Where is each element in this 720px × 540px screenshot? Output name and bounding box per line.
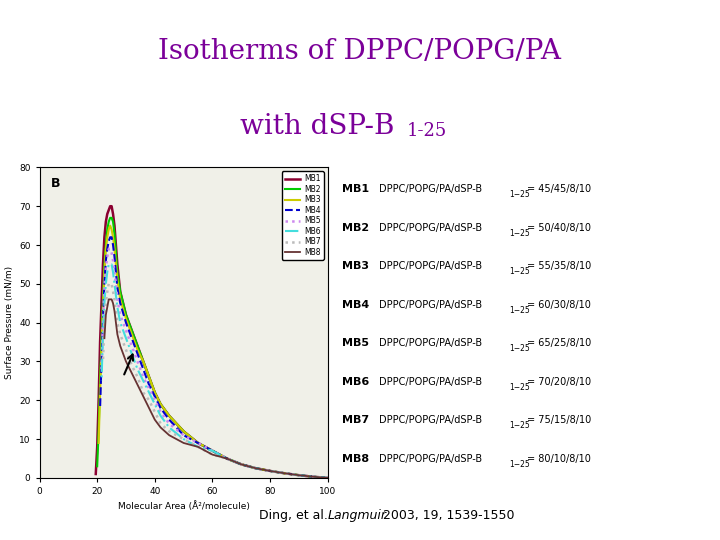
- Text: Langmuir: Langmuir: [328, 509, 387, 522]
- Text: DPPC/POPG/PA/dSP-B: DPPC/POPG/PA/dSP-B: [379, 223, 482, 233]
- Text: DPPC/POPG/PA/dSP-B: DPPC/POPG/PA/dSP-B: [379, 377, 482, 387]
- Text: DPPC/POPG/PA/dSP-B: DPPC/POPG/PA/dSP-B: [379, 184, 482, 194]
- Text: 1−25: 1−25: [509, 421, 530, 430]
- Text: DPPC/POPG/PA/dSP-B: DPPC/POPG/PA/dSP-B: [379, 261, 482, 271]
- Text: MB1: MB1: [342, 184, 369, 194]
- Text: B: B: [51, 177, 60, 190]
- Text: DPPC/POPG/PA/dSP-B: DPPC/POPG/PA/dSP-B: [379, 338, 482, 348]
- Text: MB4: MB4: [342, 300, 369, 310]
- Text: = 55/35/8/10: = 55/35/8/10: [527, 261, 591, 271]
- Text: MB3: MB3: [342, 261, 369, 271]
- Text: = 50/40/8/10: = 50/40/8/10: [527, 223, 591, 233]
- Text: = 70/20/8/10: = 70/20/8/10: [527, 377, 591, 387]
- Text: 1−25: 1−25: [509, 383, 530, 391]
- Text: = 45/45/8/10: = 45/45/8/10: [527, 184, 591, 194]
- Text: = 60/30/8/10: = 60/30/8/10: [527, 300, 591, 310]
- Text: 1−25: 1−25: [509, 306, 530, 315]
- Text: 1−25: 1−25: [509, 267, 530, 276]
- Text: with dSP-B: with dSP-B: [240, 113, 394, 140]
- Text: = 65/25/8/10: = 65/25/8/10: [527, 338, 591, 348]
- Text: 1−25: 1−25: [509, 190, 530, 199]
- Text: MB5: MB5: [342, 338, 369, 348]
- Legend: MB1, MB2, MB3, MB4, MB5, MB6, MB7, MB8: MB1, MB2, MB3, MB4, MB5, MB6, MB7, MB8: [282, 171, 324, 260]
- Text: Ding, et al.: Ding, et al.: [259, 509, 336, 522]
- Text: MB7: MB7: [342, 415, 369, 425]
- Text: 1−25: 1−25: [509, 460, 530, 469]
- Text: 1−25: 1−25: [509, 229, 530, 238]
- Text: DPPC/POPG/PA/dSP-B: DPPC/POPG/PA/dSP-B: [379, 415, 482, 425]
- Text: Isotherms of DPPC/POPG/PA: Isotherms of DPPC/POPG/PA: [158, 38, 562, 65]
- Text: MB6: MB6: [342, 377, 369, 387]
- Text: DPPC/POPG/PA/dSP-B: DPPC/POPG/PA/dSP-B: [379, 300, 482, 310]
- Text: 2003, 19, 1539-1550: 2003, 19, 1539-1550: [379, 509, 515, 522]
- Text: 1-25: 1-25: [407, 122, 447, 139]
- Text: MB2: MB2: [342, 223, 369, 233]
- Text: 1−25: 1−25: [509, 344, 530, 353]
- Text: MB8: MB8: [342, 454, 369, 464]
- Text: DPPC/POPG/PA/dSP-B: DPPC/POPG/PA/dSP-B: [379, 454, 482, 464]
- Text: = 75/15/8/10: = 75/15/8/10: [527, 415, 591, 425]
- X-axis label: Molecular Area (Å²/molecule): Molecular Area (Å²/molecule): [117, 502, 250, 511]
- Y-axis label: Surface Pressure (mN/m): Surface Pressure (mN/m): [4, 266, 14, 379]
- Text: = 80/10/8/10: = 80/10/8/10: [527, 454, 591, 464]
